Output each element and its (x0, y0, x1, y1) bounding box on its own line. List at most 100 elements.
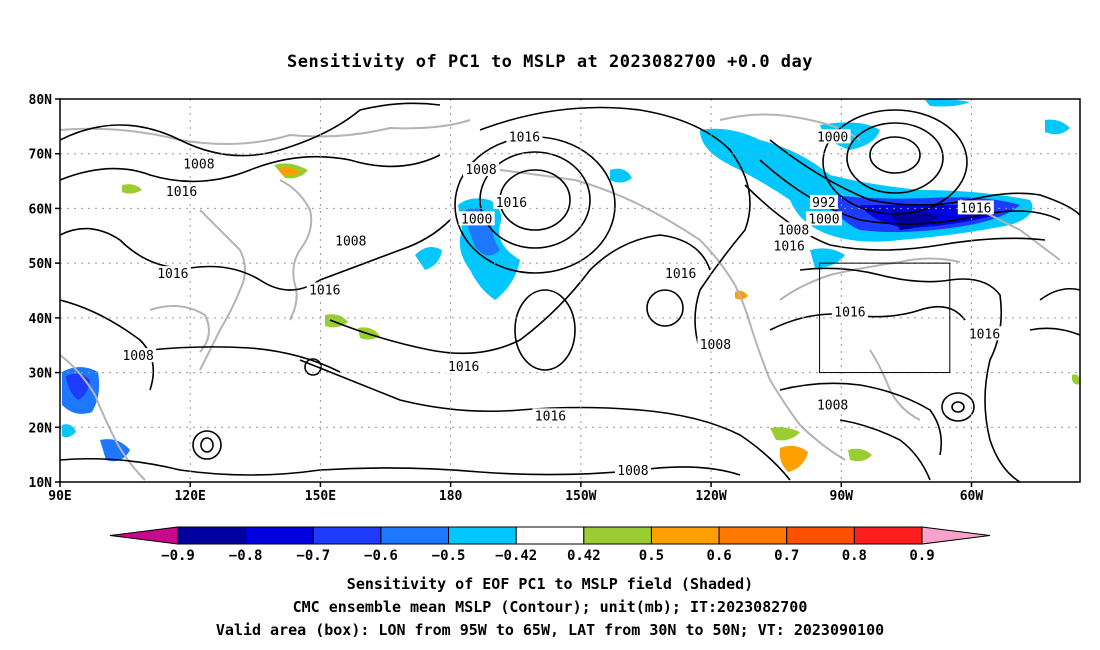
contour-label: 1000 (461, 212, 492, 227)
contour-label: 1016 (309, 284, 340, 299)
colorbar-tick-label: 0.7 (774, 548, 799, 564)
contour-label: 1016 (509, 130, 540, 145)
contour-label-bg (614, 463, 651, 478)
contour-label: 1016 (665, 267, 696, 282)
shade-siberia-green (122, 184, 142, 194)
contour-label: 1008 (778, 223, 809, 238)
shade-atlantic-green (1072, 374, 1080, 385)
contour-label: 1000 (817, 130, 848, 145)
contour-label: 1016 (496, 196, 527, 211)
contour-label: 1016 (157, 267, 188, 282)
lon-tick-label: 150W (565, 489, 596, 504)
contour-label: 1008 (335, 234, 366, 249)
contour-label: 992 (812, 196, 835, 211)
contour-label: 1008 (183, 158, 214, 173)
colorbar-tick-label: −0.5 (432, 548, 466, 564)
map-title: Sensitivity of PC1 to MSLP at 2023082700… (287, 52, 813, 72)
lat-tick-label: 80N (29, 93, 53, 108)
shade-okhotsk-orange (278, 167, 300, 176)
colorbar-swatch (245, 526, 314, 545)
caption-valid-area: Valid area (box): LON from 95W to 65W, L… (216, 621, 884, 639)
colorbar-tick-label: −0.9 (161, 548, 195, 564)
colorbar-tick-label: 0.9 (909, 548, 934, 564)
contour-label: 1008 (817, 398, 848, 413)
shade-pacific-west (415, 246, 442, 270)
colorbar-swatch (380, 526, 450, 545)
contour-label: 1008 (700, 338, 731, 353)
colorbar-swatch (177, 526, 247, 545)
lat-tick-label: 60N (29, 202, 53, 217)
colorbar-swatch (786, 526, 855, 545)
colorbar-low-triangle (109, 526, 179, 545)
contour-label-bg (120, 348, 157, 363)
colorbar-swatch (312, 526, 382, 545)
lon-tick-label: 180 (439, 489, 463, 504)
shade-indochina-blue (100, 439, 130, 462)
lon-tick-label: 150E (305, 489, 336, 504)
colorbar-tick-label: 0.5 (639, 548, 664, 564)
contour-label-bg (506, 129, 543, 144)
contour-label-bg (697, 337, 734, 352)
lat-tick-label: 10N (29, 476, 53, 491)
contour-label-bg (463, 162, 500, 177)
contour-label-bg (532, 408, 569, 423)
lon-tick-label: 120W (695, 489, 726, 504)
contour-label-bg (332, 233, 369, 248)
contour-label-bg (662, 266, 699, 281)
contour-label-bg (154, 266, 191, 281)
contour-label-bg (831, 304, 868, 319)
map-grid (60, 99, 1080, 482)
contour-label-bg (180, 156, 217, 171)
colorbar-swatch (718, 526, 788, 545)
contour-label: 1000 (808, 212, 839, 227)
contour-label: 1016 (969, 327, 1000, 342)
lat-tick-label: 30N (29, 367, 53, 382)
caption-shaded: Sensitivity of EOF PC1 to MSLP field (Sh… (347, 575, 753, 593)
colorbar-tick-label: 0.6 (706, 548, 731, 564)
shade-labrador-blue (810, 248, 845, 268)
contour-label-bg (809, 194, 838, 209)
contour-label-bg (771, 238, 808, 253)
contour-label: 1008 (122, 349, 153, 364)
shade-north-blue (925, 99, 970, 107)
lat-tick-label: 50N (29, 257, 53, 272)
contour-label: 1008 (617, 464, 648, 479)
contour-label-bg (957, 200, 994, 215)
shade-caribbean-green (848, 448, 872, 462)
contour-label-bg (493, 194, 530, 209)
coastlines (60, 113, 1061, 481)
colorbar-swatch (515, 526, 585, 545)
contour-label-bg (814, 397, 851, 412)
colorbar-swatch (650, 526, 720, 545)
colorbar-tick-label: 0.8 (842, 548, 867, 564)
shade-mexico-green (770, 427, 800, 441)
lon-tick-label: 120E (175, 489, 206, 504)
longitude-ticks: 90E 120E 150E 180 150W 120W 90W 60W (48, 482, 983, 504)
contour-label: 1016 (834, 305, 865, 320)
lat-tick-label: 20N (29, 421, 53, 436)
contour-label: 1008 (465, 163, 496, 178)
contour-label-bg (163, 184, 200, 199)
contour-label: 1016 (448, 360, 479, 375)
shade-mexico-orange (779, 445, 808, 472)
colorbar-tick-label: −0.8 (229, 548, 263, 564)
sensitivity-shading (62, 99, 1080, 472)
contour-label-bg (445, 359, 482, 374)
lon-tick-label: 90E (48, 489, 71, 504)
valid-area-box (819, 262, 951, 374)
shade-sea-blue (62, 424, 76, 438)
latitude-ticks: 80N 70N 60N 50N 40N 30N 20N 10N (29, 93, 60, 491)
contour-label-bg (775, 222, 812, 237)
lat-tick-label: 40N (29, 312, 53, 327)
colorbar-tick-label: −0.42 (495, 548, 537, 564)
colorbar-tick-label: 0.42 (567, 548, 601, 564)
shade-greenland-blue (1045, 119, 1070, 135)
shade-atlantic-peak (890, 211, 940, 230)
lat-tick-label: 70N (29, 148, 53, 163)
shade-alaska-blue (610, 168, 632, 183)
contour-label: 1016 (774, 240, 805, 255)
colorbar-tick-label: −0.6 (364, 548, 398, 564)
lon-tick-label: 90W (830, 489, 854, 504)
